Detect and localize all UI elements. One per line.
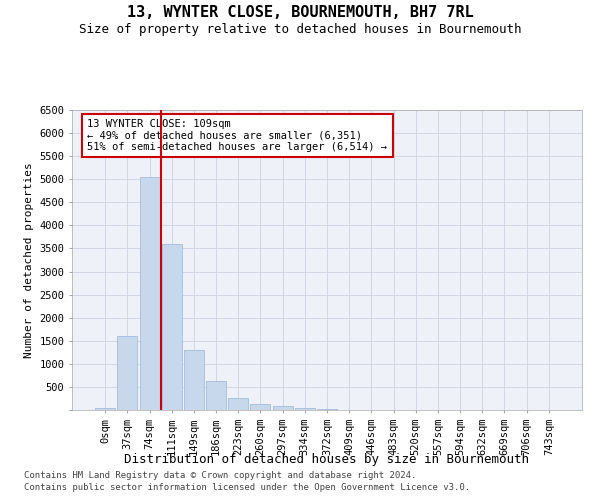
Bar <box>95 408 115 410</box>
Text: 13 WYNTER CLOSE: 109sqm
← 49% of detached houses are smaller (6,351)
51% of semi: 13 WYNTER CLOSE: 109sqm ← 49% of detache… <box>88 119 388 152</box>
Text: Contains HM Land Registry data © Crown copyright and database right 2024.: Contains HM Land Registry data © Crown c… <box>24 471 416 480</box>
Y-axis label: Number of detached properties: Number of detached properties <box>24 162 34 358</box>
Text: Contains public sector information licensed under the Open Government Licence v3: Contains public sector information licen… <box>24 484 470 492</box>
Text: Distribution of detached houses by size in Bournemouth: Distribution of detached houses by size … <box>125 452 530 466</box>
Bar <box>317 409 337 410</box>
Bar <box>140 177 160 410</box>
Bar <box>184 350 204 410</box>
Bar <box>228 398 248 410</box>
Bar <box>295 408 315 410</box>
Text: Size of property relative to detached houses in Bournemouth: Size of property relative to detached ho… <box>79 22 521 36</box>
Bar <box>272 406 293 410</box>
Bar <box>250 404 271 410</box>
Bar <box>118 336 137 410</box>
Bar <box>162 244 182 410</box>
Bar <box>206 382 226 410</box>
Text: 13, WYNTER CLOSE, BOURNEMOUTH, BH7 7RL: 13, WYNTER CLOSE, BOURNEMOUTH, BH7 7RL <box>127 5 473 20</box>
